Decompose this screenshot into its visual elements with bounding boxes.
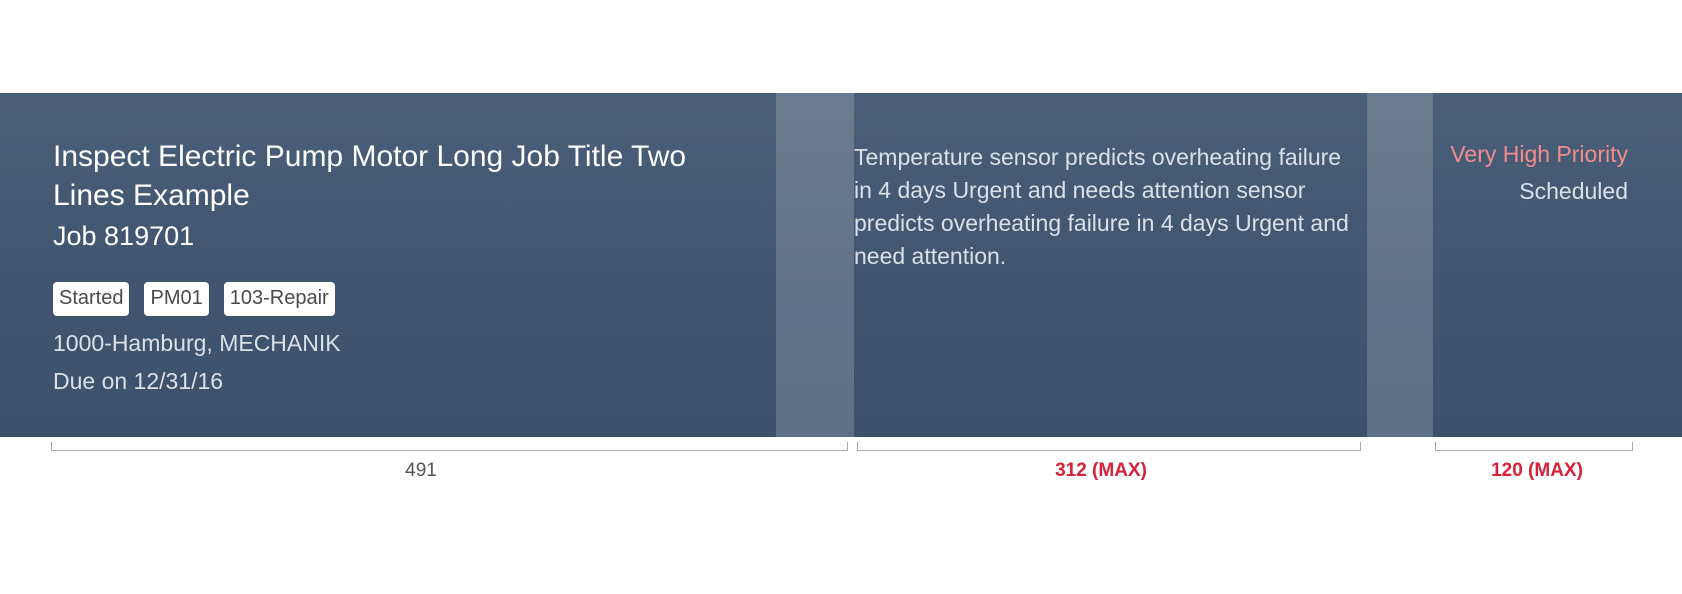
measure-tick (1632, 442, 1633, 451)
measure-label-col2: 312 (MAX) (1055, 460, 1147, 481)
tag-list: Started PM01 103-Repair (53, 282, 335, 316)
measure-line-col3 (1435, 450, 1633, 451)
activity-tag: 103-Repair (223, 282, 335, 316)
measure-tick (857, 442, 858, 451)
measure-tick (1435, 442, 1436, 451)
measure-tick (1360, 442, 1361, 451)
column-gap-2 (1367, 93, 1433, 437)
measure-label-col1: 491 (405, 460, 437, 481)
measure-label-col3: 120 (MAX) (1491, 460, 1583, 481)
job-location: 1000-Hamburg, MECHANIK (53, 330, 341, 356)
job-number: Job 819701 (53, 221, 195, 251)
status-tag: Started (53, 282, 130, 316)
column-gap-1 (776, 93, 854, 437)
order-type-tag: PM01 (144, 282, 209, 316)
measure-line-col1 (51, 450, 848, 451)
schedule-status: Scheduled (1519, 178, 1628, 204)
measure-line-col2 (857, 450, 1361, 451)
measure-tick (847, 442, 848, 451)
job-description: Temperature sensor predicts overheating … (854, 144, 1349, 269)
measure-tick (51, 442, 52, 451)
job-title: Inspect Electric Pump Motor Long Job Tit… (53, 140, 687, 212)
priority-label: Very High Priority (1450, 141, 1628, 167)
job-card[interactable]: Inspect Electric Pump Motor Long Job Tit… (0, 93, 1682, 437)
due-date: Due on 12/31/16 (53, 368, 224, 394)
